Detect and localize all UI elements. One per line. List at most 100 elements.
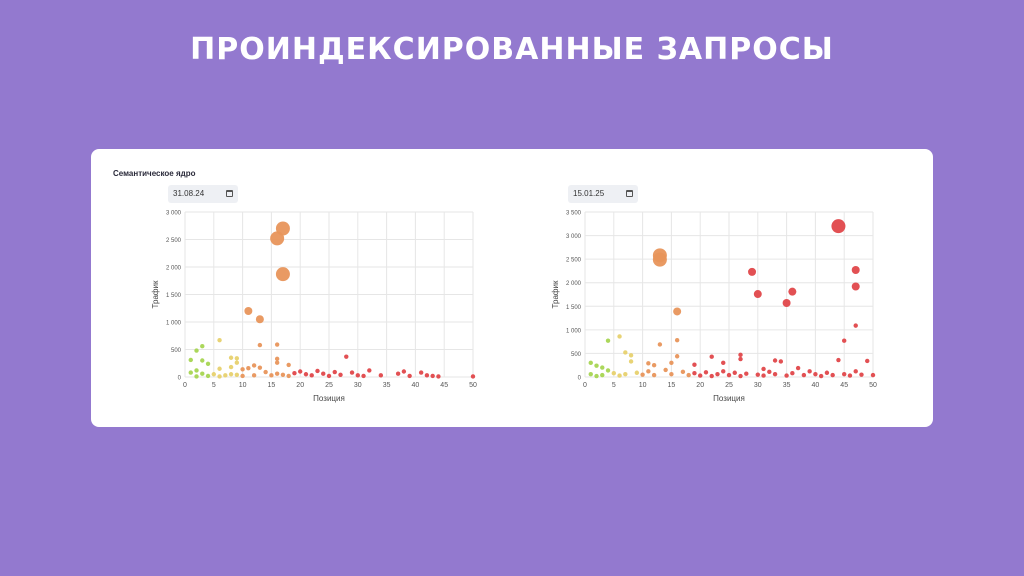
data-point[interactable] <box>772 358 778 363</box>
data-point[interactable] <box>617 373 622 378</box>
data-point[interactable] <box>646 369 651 374</box>
data-point[interactable] <box>651 363 657 368</box>
calendar-icon[interactable] <box>226 190 233 197</box>
data-point[interactable] <box>217 374 222 379</box>
data-point[interactable] <box>851 265 860 274</box>
data-point[interactable] <box>784 373 789 378</box>
data-point[interactable] <box>859 372 864 377</box>
data-point[interactable] <box>234 356 240 361</box>
data-point[interactable] <box>767 369 772 375</box>
data-point[interactable] <box>194 348 199 353</box>
data-point[interactable] <box>200 358 205 363</box>
data-point[interactable] <box>275 267 290 282</box>
data-point[interactable] <box>588 371 593 377</box>
data-point[interactable] <box>605 338 611 343</box>
data-point[interactable] <box>401 369 407 374</box>
data-point[interactable] <box>732 370 737 375</box>
data-point[interactable] <box>240 373 245 379</box>
data-point[interactable] <box>870 372 876 378</box>
data-point[interactable] <box>673 307 682 316</box>
data-point[interactable] <box>680 369 686 375</box>
data-point[interactable] <box>217 366 222 371</box>
data-point[interactable] <box>790 371 795 376</box>
data-point[interactable] <box>332 369 337 375</box>
data-point[interactable] <box>274 342 280 347</box>
data-point[interactable] <box>715 371 720 377</box>
data-point[interactable] <box>842 338 847 343</box>
data-point[interactable] <box>309 373 314 378</box>
data-point[interactable] <box>628 359 634 364</box>
data-point[interactable] <box>298 369 303 374</box>
data-point[interactable] <box>782 298 791 307</box>
data-point[interactable] <box>228 355 234 360</box>
data-point[interactable] <box>807 369 812 374</box>
data-point[interactable] <box>674 354 680 359</box>
data-point[interactable] <box>280 372 286 377</box>
data-point[interactable] <box>338 372 343 377</box>
data-point[interactable] <box>194 368 199 373</box>
data-point[interactable] <box>407 373 412 379</box>
data-point[interactable] <box>692 371 697 376</box>
data-point[interactable] <box>286 362 291 368</box>
data-point[interactable] <box>367 368 372 373</box>
data-point[interactable] <box>274 356 280 362</box>
data-point[interactable] <box>418 370 424 375</box>
data-point[interactable] <box>761 366 766 372</box>
data-point[interactable] <box>600 372 605 378</box>
data-point[interactable] <box>378 373 384 378</box>
data-point[interactable] <box>244 307 253 315</box>
data-point[interactable] <box>211 372 216 377</box>
data-point[interactable] <box>865 358 870 364</box>
data-point[interactable] <box>709 373 714 379</box>
data-point[interactable] <box>292 370 297 376</box>
data-point[interactable] <box>646 361 651 366</box>
data-point[interactable] <box>275 221 290 236</box>
data-point[interactable] <box>257 365 263 370</box>
data-point[interactable] <box>709 354 714 359</box>
data-point[interactable] <box>424 373 430 378</box>
data-point[interactable] <box>228 372 234 377</box>
data-point[interactable] <box>851 282 860 291</box>
data-point[interactable] <box>748 267 757 276</box>
data-point[interactable] <box>200 371 205 376</box>
data-point[interactable] <box>240 367 245 372</box>
data-point[interactable] <box>634 370 640 375</box>
data-point[interactable] <box>234 372 240 377</box>
data-point[interactable] <box>738 373 743 379</box>
data-point[interactable] <box>753 290 762 299</box>
data-point[interactable] <box>188 357 193 363</box>
data-point[interactable] <box>395 371 401 376</box>
data-point[interactable] <box>772 371 778 377</box>
data-point[interactable] <box>640 372 645 377</box>
data-point[interactable] <box>361 373 366 379</box>
data-point[interactable] <box>321 371 326 376</box>
data-point[interactable] <box>303 372 309 377</box>
data-point[interactable] <box>669 371 674 377</box>
data-point[interactable] <box>217 337 222 343</box>
data-point[interactable] <box>223 373 228 378</box>
data-point[interactable] <box>778 359 784 364</box>
data-point[interactable] <box>355 373 360 378</box>
data-point[interactable] <box>703 370 709 375</box>
data-point[interactable] <box>738 352 743 358</box>
data-point[interactable] <box>430 373 435 379</box>
data-point[interactable] <box>255 315 264 324</box>
data-point[interactable] <box>692 362 697 367</box>
data-point[interactable] <box>251 363 257 368</box>
data-point[interactable] <box>617 334 622 339</box>
data-point[interactable] <box>251 373 257 378</box>
data-point[interactable] <box>853 369 858 374</box>
data-point[interactable] <box>594 363 599 368</box>
data-point[interactable] <box>726 372 732 378</box>
data-point[interactable] <box>205 373 211 379</box>
data-point[interactable] <box>651 372 657 378</box>
data-point[interactable] <box>623 371 628 377</box>
data-point[interactable] <box>205 361 211 366</box>
data-point[interactable] <box>755 372 760 377</box>
data-point[interactable] <box>842 371 847 377</box>
data-point[interactable] <box>588 360 593 366</box>
data-point[interactable] <box>600 365 605 370</box>
data-point[interactable] <box>194 374 199 379</box>
data-point[interactable] <box>623 350 628 355</box>
data-point[interactable] <box>721 360 726 366</box>
